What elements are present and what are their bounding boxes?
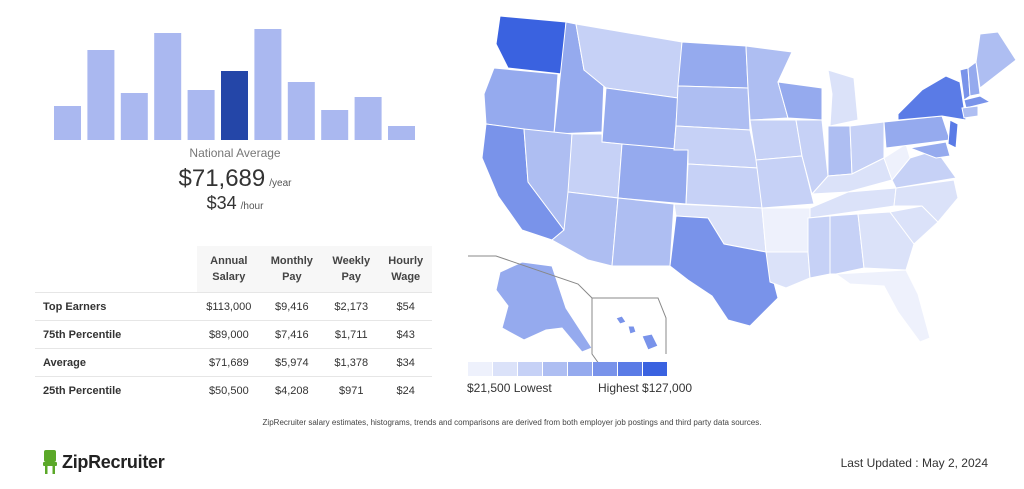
cell-annual: $89,000 xyxy=(197,320,261,349)
cell-weekly: $1,711 xyxy=(323,320,380,349)
national-annual-salary: $71,689/year xyxy=(120,165,350,193)
cell-annual: $50,500 xyxy=(197,376,261,404)
salary-histogram xyxy=(54,29,415,140)
ziprecruiter-logo[interactable]: ZipRecruiter xyxy=(42,450,165,474)
map-state-wyoming[interactable] xyxy=(601,87,679,151)
cell-annual: $113,000 xyxy=(197,292,261,321)
map-state-alaska[interactable] xyxy=(495,261,593,353)
cell-hourly: $24 xyxy=(379,376,432,404)
histogram-bar[interactable] xyxy=(120,93,148,140)
legend-swatch xyxy=(543,362,567,376)
cell-weekly: $971 xyxy=(323,376,380,404)
header-weekly-pay: Weekly Pay xyxy=(323,246,380,293)
map-state-arkansas[interactable] xyxy=(761,207,813,253)
map-state-hawaii[interactable] xyxy=(615,315,659,351)
map-state-massachusetts[interactable] xyxy=(963,95,992,109)
legend-swatch xyxy=(468,362,492,376)
cell-monthly: $5,974 xyxy=(260,348,324,377)
map-state-maryland[interactable] xyxy=(908,141,951,159)
histogram-bar[interactable] xyxy=(87,50,115,140)
histogram-bar-national-average[interactable] xyxy=(221,71,248,140)
brand-name: ZipRecruiter xyxy=(62,451,165,472)
histogram-bar[interactable] xyxy=(354,97,382,140)
hourly-unit: /hour xyxy=(240,201,264,212)
legend-swatch xyxy=(493,362,517,376)
map-state-florida[interactable] xyxy=(834,269,931,343)
map-state-colorado[interactable] xyxy=(617,143,689,205)
cell-monthly: $7,416 xyxy=(260,320,324,349)
map-state-west-virginia[interactable] xyxy=(883,143,911,181)
cell-weekly: $2,173 xyxy=(323,292,380,321)
last-updated: Last Updated : May 2, 2024 xyxy=(840,456,988,470)
annual-unit: /year xyxy=(269,178,292,189)
row-label: Top Earners xyxy=(35,292,197,321)
table-row: 25th Percentile $50,500 $4,208 $971 $24 xyxy=(35,376,432,404)
map-state-oregon[interactable] xyxy=(483,67,559,135)
map-state-south-dakota[interactable] xyxy=(675,85,751,131)
map-state-alabama[interactable] xyxy=(829,213,865,275)
national-hourly-wage: $34/hour xyxy=(120,193,350,214)
chair-icon xyxy=(43,450,57,474)
map-state-new-jersey[interactable] xyxy=(947,119,959,149)
inset-divider xyxy=(468,255,667,369)
table-row: 75th Percentile $89,000 $7,416 $1,711 $4… xyxy=(35,320,432,349)
legend-lowest-label: $21,500 Lowest xyxy=(467,381,552,395)
cell-hourly: $43 xyxy=(379,320,432,349)
data-source-note: ZipRecruiter salary estimates, histogram… xyxy=(262,418,762,427)
histogram-bar[interactable] xyxy=(388,126,415,140)
histogram-bar[interactable] xyxy=(254,29,282,140)
cell-monthly: $9,416 xyxy=(260,292,324,321)
map-state-iowa[interactable] xyxy=(749,119,803,161)
map-state-utah[interactable] xyxy=(567,133,623,199)
map-state-washington[interactable] xyxy=(495,15,567,75)
annual-salary-value: $71,689 xyxy=(178,165,266,192)
legend-swatch xyxy=(568,362,592,376)
map-state-mississippi[interactable] xyxy=(807,215,831,279)
hourly-wage-value: $34 xyxy=(206,193,237,213)
cell-weekly: $1,378 xyxy=(323,348,380,377)
map-state-north-dakota[interactable] xyxy=(677,41,749,89)
legend-swatch xyxy=(618,362,642,376)
us-salary-map xyxy=(468,15,1017,376)
table-row: Top Earners $113,000 $9,416 $2,173 $54 xyxy=(35,292,432,321)
map-state-louisiana[interactable] xyxy=(765,251,811,289)
cell-annual: $71,689 xyxy=(197,348,261,377)
histogram-bar[interactable] xyxy=(287,82,315,140)
map-state-missouri[interactable] xyxy=(755,155,815,209)
legend-swatch xyxy=(518,362,542,376)
map-state-indiana[interactable] xyxy=(827,125,853,177)
map-state-new-mexico[interactable] xyxy=(611,197,675,267)
legend-highest-label: Highest $127,000 xyxy=(598,381,693,395)
salary-table: Annual Salary Monthly Pay Weekly Pay Hourly… xyxy=(35,246,432,404)
national-average-label: National Average xyxy=(189,146,281,160)
legend-swatch xyxy=(643,362,667,376)
map-state-michigan[interactable] xyxy=(827,69,859,127)
legend-swatch xyxy=(593,362,617,376)
header-hourly-wage: Hourly Wage xyxy=(379,246,432,293)
map-state-new-york[interactable] xyxy=(897,75,967,121)
map-state-kansas[interactable] xyxy=(685,163,763,209)
map-state-connecticut[interactable] xyxy=(961,105,979,119)
map-state-maine[interactable] xyxy=(975,31,1017,89)
table-header-blank xyxy=(35,246,197,293)
histogram-bar[interactable] xyxy=(321,110,349,140)
cell-hourly: $54 xyxy=(379,292,432,321)
row-label: 25th Percentile xyxy=(35,376,197,404)
cell-monthly: $4,208 xyxy=(260,376,324,404)
row-label: Average xyxy=(35,348,197,377)
row-label: 75th Percentile xyxy=(35,320,197,349)
header-annual-salary: Annual Salary xyxy=(197,246,261,293)
histogram-bar[interactable] xyxy=(154,33,182,140)
map-legend xyxy=(468,362,667,376)
histogram-bar[interactable] xyxy=(187,90,215,140)
table-header-row: Annual Salary Monthly Pay Weekly Pay Hourly… xyxy=(35,246,432,293)
table-row: Average $71,689 $5,974 $1,378 $34 xyxy=(35,348,432,377)
histogram-bar[interactable] xyxy=(54,106,81,140)
header-monthly-pay: Monthly Pay xyxy=(260,246,324,293)
map-state-georgia[interactable] xyxy=(857,211,915,271)
cell-hourly: $34 xyxy=(379,348,432,377)
map-state-texas[interactable] xyxy=(669,215,779,327)
